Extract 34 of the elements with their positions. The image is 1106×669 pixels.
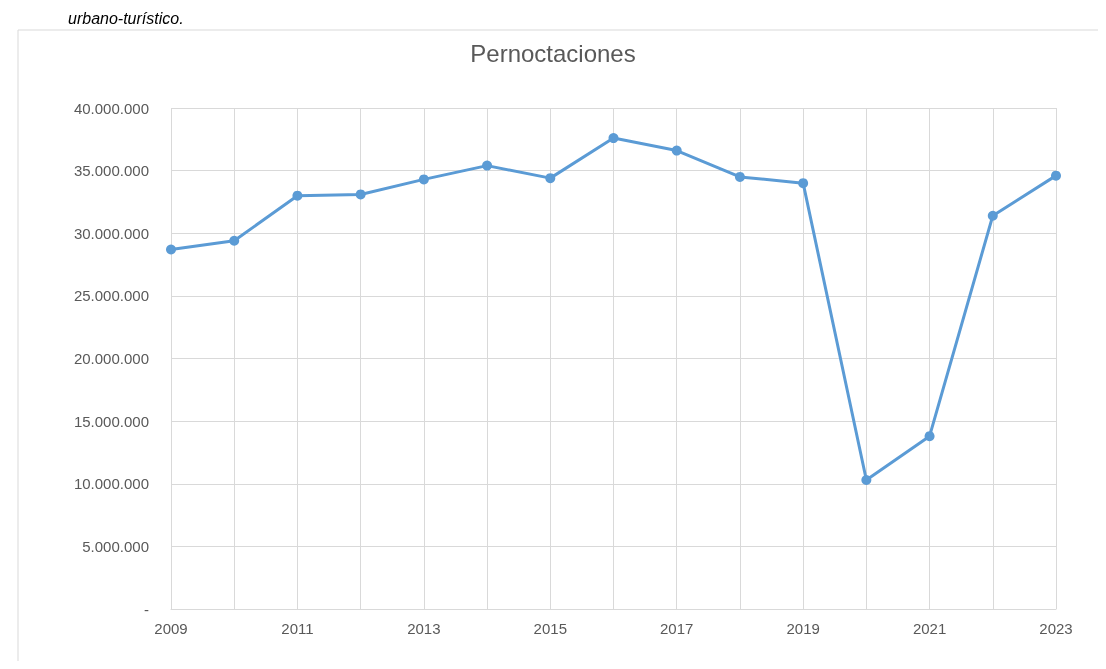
point: [798, 178, 809, 189]
y-tick-label: 30.000.000: [73, 224, 149, 242]
point: [545, 173, 556, 184]
point: [861, 474, 872, 485]
point: [671, 145, 682, 156]
x-tick-label: 2023: [1039, 620, 1073, 637]
x-tick-label: 2015: [533, 620, 567, 637]
point: [734, 171, 745, 182]
x-tick-label: 2019: [786, 620, 820, 637]
chart-title: Pernoctaciones: [470, 39, 636, 67]
point: [229, 235, 240, 246]
x-tick-label: 2013: [407, 620, 441, 637]
x-tick-label: 2017: [660, 620, 694, 637]
point: [482, 160, 493, 171]
y-tick-label: 40.000.000: [73, 99, 149, 117]
point: [292, 190, 303, 201]
text: urbano-turístico.: [68, 9, 184, 27]
y-tick-label: 20.000.000: [73, 350, 149, 367]
y-tick-label: -: [144, 600, 149, 618]
x-tick-label: 2011: [281, 620, 314, 637]
point: [355, 189, 366, 200]
y-tick-label: 15.000.000: [73, 412, 149, 430]
point: [987, 210, 998, 221]
point: [608, 133, 619, 144]
x-tick-label: 2021: [912, 620, 947, 637]
y-tick-label: 10.000.000: [73, 475, 149, 493]
point: [1051, 170, 1061, 181]
y-tick-label: 35.000.000: [73, 162, 149, 180]
point: [418, 174, 429, 185]
y-tick-label: 25.000.000: [73, 287, 149, 305]
point: [166, 244, 176, 255]
x-tick-label: 2009: [154, 620, 188, 637]
point: [924, 431, 935, 442]
y-tick-label: 5.000.000: [82, 537, 149, 555]
